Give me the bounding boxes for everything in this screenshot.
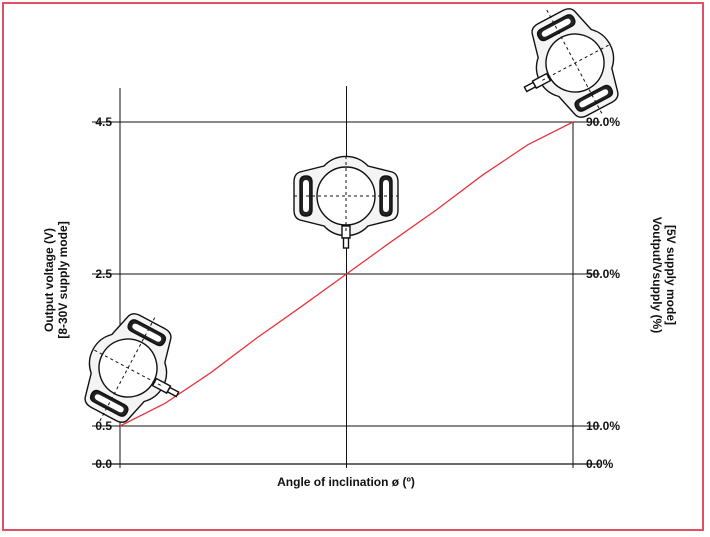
y-axis-label-line2: [8-30V supply mode]: [56, 221, 70, 338]
y-tick-label-1: 0.5: [95, 419, 112, 433]
y-tick-label-2: 2.5: [95, 267, 112, 281]
grid: [92, 86, 600, 468]
y2-axis-label-line1: Voutput/Vsupply (%): [650, 217, 664, 333]
sensor-tilted-right-icon: [523, 8, 619, 118]
y2-tick-label-0: 0.0%: [586, 457, 614, 471]
series-layer: [119, 121, 574, 427]
y-tick-label-0: 0.0: [95, 457, 112, 471]
sensor-tilted-left-icon: [84, 313, 180, 423]
chart-frame: [2, 2, 704, 531]
y2-tick-label-2: 50.0%: [586, 267, 620, 281]
y2-tick-label-3: 90.0%: [586, 115, 620, 129]
x-axis-label: Angle of inclination ø (º): [277, 475, 415, 489]
series-line-0: [119, 121, 574, 427]
y-tick-label-3: 4.5: [95, 115, 112, 129]
y2-tick-label-1: 10.0%: [586, 419, 620, 433]
sensor-level-icon: [293, 155, 399, 249]
y2-axis-label-line2: [5V supply mode]: [664, 225, 678, 325]
y-axis-label-line1: Output voltage (V): [42, 228, 56, 332]
tick-labels: 0.0 0.0% 0.5 10.0% 2.5 50.0% 4.5 90.0%: [95, 115, 620, 471]
